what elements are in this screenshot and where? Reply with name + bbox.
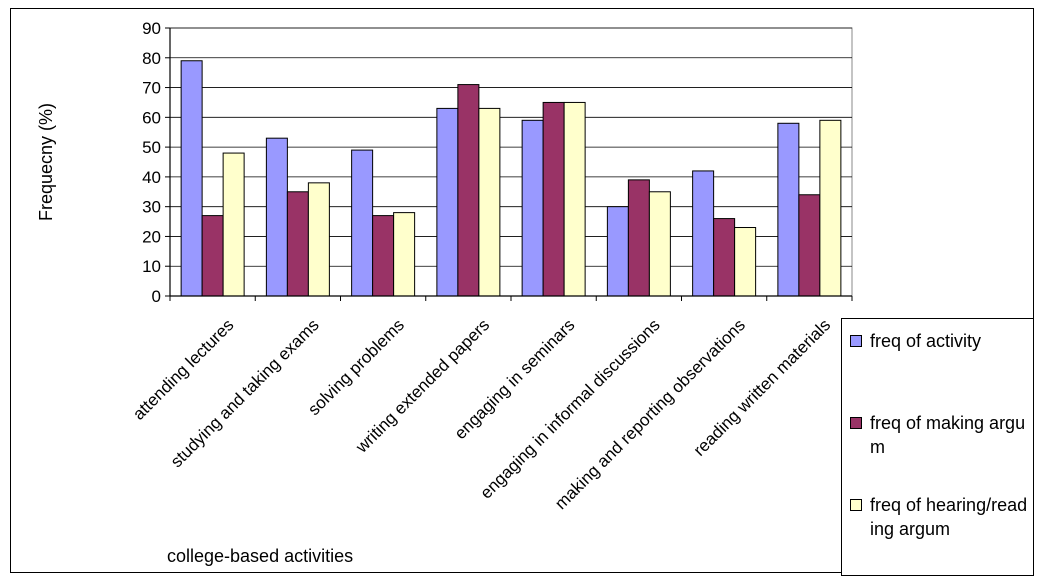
axes [165, 27, 853, 301]
y-axis-title: Frequecny (%) [36, 103, 56, 221]
bars [180, 60, 842, 297]
bar [521, 119, 544, 297]
y-tick-label: 80 [142, 49, 161, 68]
bar [627, 179, 650, 297]
y-tick-label: 40 [142, 168, 161, 187]
bar [436, 107, 459, 297]
y-tick-label: 90 [142, 19, 161, 38]
y-tick-label: 50 [142, 138, 161, 157]
x-tick-label: engaging in informal discussions [477, 315, 664, 502]
bar [180, 60, 203, 297]
legend-label-making-argum: freq of making argum [870, 413, 1026, 457]
bar [351, 149, 374, 297]
legend: freq of activity freq of making argum fr… [841, 318, 1034, 576]
legend-label-hearing-reading-argum: freq of hearing/reading argum [870, 495, 1028, 539]
bar [222, 152, 245, 297]
bar [819, 119, 842, 297]
bar [478, 107, 501, 297]
legend-swatch-making-argum [850, 417, 862, 429]
y-tick-label: 70 [142, 79, 161, 98]
bar [286, 191, 309, 297]
legend-swatch-activity [850, 335, 862, 347]
bar [393, 212, 416, 297]
legend-label-activity: freq of activity [870, 331, 982, 351]
bar [777, 122, 800, 297]
x-axis-title: college-based activities [167, 546, 354, 566]
y-tick-label: 0 [152, 287, 161, 306]
bar [457, 84, 480, 297]
y-tick-label: 20 [142, 227, 161, 246]
x-tick-label: reading written materials [690, 315, 834, 459]
bar [307, 182, 330, 297]
bar [372, 215, 395, 297]
y-tick-label: 60 [142, 108, 161, 127]
y-tick-label: 30 [142, 198, 161, 217]
bar [692, 170, 715, 297]
x-tick-label: making and reporting observations [551, 315, 749, 513]
bar [734, 227, 757, 297]
bar [265, 137, 288, 297]
legend-swatch-hearing-reading-argum [850, 499, 862, 511]
bar [648, 191, 671, 297]
legend-item-making-argum: freq of making argum [850, 411, 1030, 459]
bar [606, 206, 629, 297]
bar [798, 194, 821, 297]
bar [563, 101, 586, 297]
bar [713, 218, 736, 297]
legend-item-hearing-reading-argum: freq of hearing/reading argum [850, 493, 1030, 541]
bar [542, 101, 565, 297]
x-tick-label: studying and taking exams [167, 315, 323, 471]
legend-item-activity: freq of activity [850, 329, 1030, 353]
y-tick-label: 10 [142, 257, 161, 276]
bar [201, 215, 224, 297]
